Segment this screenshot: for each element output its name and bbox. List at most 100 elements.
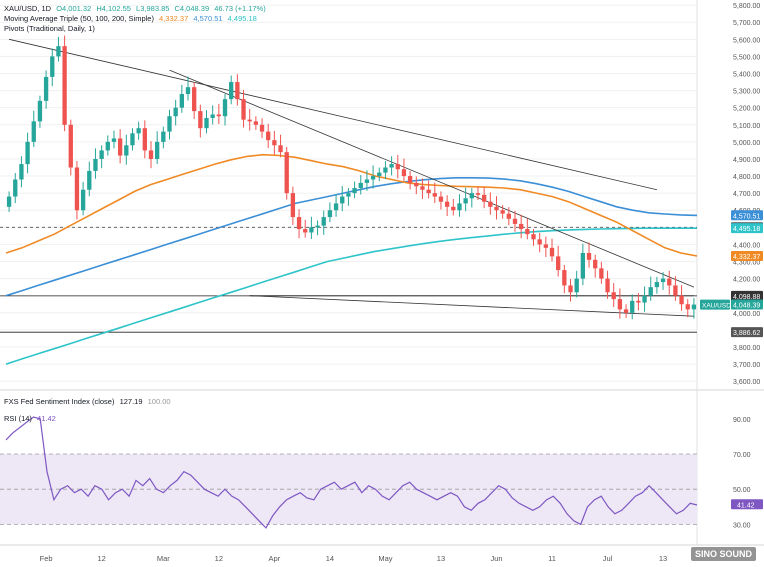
price-tag-bg <box>700 299 730 310</box>
candle-body <box>296 217 302 230</box>
price-label-bg <box>731 327 763 338</box>
candle-body <box>407 176 413 183</box>
x-tick-label: 11 <box>548 554 556 563</box>
candle-body <box>426 189 431 194</box>
price-label: 4,495.18 <box>733 226 760 233</box>
candle-body <box>124 145 129 156</box>
rsi-line <box>5 416 698 529</box>
price-label: 4,048.39 <box>733 303 760 310</box>
candle-body <box>272 140 277 146</box>
rsi-label: RSI (14) <box>4 414 32 423</box>
candle-body <box>481 194 487 202</box>
candle-body <box>154 141 160 159</box>
y-tick-label: 5,200.00 <box>733 106 760 113</box>
candle-body <box>19 164 24 180</box>
candle-body <box>284 152 289 194</box>
candle-body <box>117 138 123 156</box>
x-tick-label: May <box>378 554 392 563</box>
rsi-legend[interactable]: RSI (14) 41.42 <box>4 414 59 423</box>
candle-body <box>673 285 678 296</box>
candle-body <box>531 234 536 240</box>
candle-body <box>432 193 437 197</box>
symbol-label[interactable]: XAU/USD, 1D <box>4 4 52 13</box>
price-label-bg <box>731 250 763 261</box>
ma-label: Moving Average Triple (50, 100, 200, Sim… <box>4 14 154 23</box>
y-tick-label: 4,800.00 <box>733 174 760 181</box>
candle-body <box>185 87 191 95</box>
sentiment-legend[interactable]: FXS Fed Sentiment Index (close) 127.19 1… <box>4 397 174 406</box>
candle-body <box>469 193 474 199</box>
x-tick-label: Mar <box>157 554 170 563</box>
candle-body <box>500 210 505 214</box>
candle-body <box>556 256 561 271</box>
candle-body <box>463 198 468 204</box>
candle-body <box>222 99 228 117</box>
candle-body <box>321 217 326 226</box>
candle-body <box>278 145 283 153</box>
candle-body <box>6 196 12 207</box>
candle-body <box>266 131 271 141</box>
candle-body <box>13 179 18 197</box>
candle-body <box>173 107 178 117</box>
x-tick-label: 13 <box>659 554 667 563</box>
sentiment-value: 127.19 <box>119 397 143 406</box>
rsi-last-bg <box>731 499 763 510</box>
candle-body <box>512 218 518 224</box>
y-tick-label: 3,600.00 <box>733 379 760 386</box>
candle-body <box>648 287 653 296</box>
price-label-bg <box>731 299 763 310</box>
candle-body <box>623 309 629 313</box>
candle-body <box>475 193 481 195</box>
candle-body <box>259 124 265 132</box>
pivots-legend[interactable]: Pivots (Traditional, Daily, 1) <box>4 24 98 33</box>
candle-body <box>451 206 456 211</box>
candle-body <box>611 292 616 300</box>
candle-body <box>364 179 370 183</box>
candle-body <box>383 167 388 173</box>
ma100-line <box>5 177 698 297</box>
candle-body <box>290 193 296 218</box>
ma-legend[interactable]: Moving Average Triple (50, 100, 200, Sim… <box>4 14 260 23</box>
y-tick-label: 5,600.00 <box>733 37 760 44</box>
candle-body <box>198 111 203 129</box>
x-tick-label: Jun <box>490 554 502 563</box>
candle-body <box>68 124 73 168</box>
y-tick-label: 5,100.00 <box>733 123 760 130</box>
candle-body <box>25 141 30 165</box>
rsi-tick-label: 90.00 <box>733 417 751 424</box>
candle-body <box>43 76 49 101</box>
y-tick-label: 4,900.00 <box>733 157 760 164</box>
candle-body <box>62 46 67 125</box>
y-tick-label: 5,500.00 <box>733 54 760 61</box>
x-tick-label: Apr <box>269 554 281 563</box>
candle-body <box>253 121 259 125</box>
ma100-value: 4,570.51 <box>193 14 223 23</box>
candle-body <box>642 295 647 303</box>
candle-body <box>148 150 154 159</box>
candle-body <box>636 300 641 303</box>
candle-body <box>685 304 690 310</box>
candle-body <box>457 203 462 211</box>
candle-body <box>691 304 697 310</box>
x-tick-label: Jul <box>603 554 613 563</box>
candle-body <box>667 278 672 286</box>
y-tick-label: 4,200.00 <box>733 277 760 284</box>
candle-body <box>525 229 530 235</box>
candle-body <box>216 114 222 117</box>
candle-body <box>80 189 86 211</box>
candle-body <box>111 138 117 142</box>
x-tick-label: 12 <box>97 554 105 563</box>
change-value: 46.73 (+1.17%) <box>214 4 266 13</box>
trendline <box>8 38 657 191</box>
y-tick-label: 5,700.00 <box>733 20 760 27</box>
x-tick-label: 13 <box>437 554 445 563</box>
price-label: 4,570.51 <box>733 213 760 220</box>
candle-body <box>414 182 419 187</box>
price-label-bg <box>731 210 763 221</box>
y-tick-label: 5,000.00 <box>733 140 760 147</box>
candle-body <box>679 295 684 305</box>
candle-body <box>229 82 234 100</box>
ma200-value: 4,495.18 <box>227 14 257 23</box>
open-value: O4,001.32 <box>56 4 92 13</box>
candle-body <box>327 210 333 218</box>
